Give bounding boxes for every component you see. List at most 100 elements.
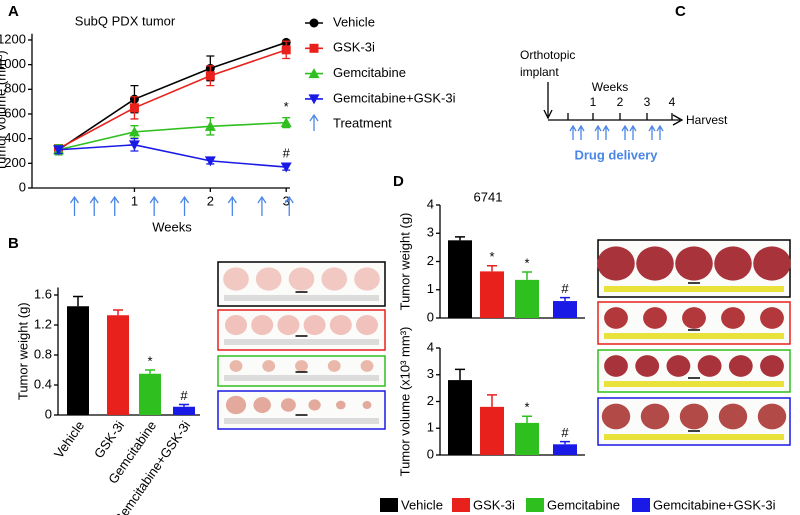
treatment-arrow — [89, 195, 99, 216]
tumor — [280, 398, 296, 412]
tumor — [728, 355, 753, 377]
y-tick-label: 0 — [427, 309, 434, 324]
tumor — [225, 315, 247, 335]
tumor — [329, 315, 352, 335]
tumor — [640, 403, 670, 430]
legend-swatch — [526, 498, 544, 512]
error-bar — [113, 309, 123, 316]
marker — [205, 71, 215, 81]
y-tick-label: 0 — [19, 179, 26, 194]
ruler — [224, 418, 379, 424]
ruler — [604, 381, 784, 387]
y-axis-label: Tumor volume (mm³) — [0, 50, 8, 171]
tumor — [682, 307, 706, 329]
tumor — [697, 355, 722, 377]
tumor — [718, 403, 748, 430]
delivery-arrow — [648, 124, 656, 140]
tumor — [679, 403, 709, 430]
panel-label: B — [8, 235, 19, 252]
tumor — [760, 307, 784, 329]
bar — [107, 315, 129, 415]
marker — [308, 94, 320, 105]
timeline-tick-label: 3 — [644, 95, 651, 109]
marker — [309, 18, 319, 28]
series-line — [58, 49, 287, 150]
treatment-arrow — [179, 195, 190, 216]
y-tick-label: 1.2 — [34, 316, 52, 331]
bar — [515, 422, 539, 455]
bar — [67, 306, 89, 415]
tumor — [721, 307, 745, 329]
bar — [139, 373, 161, 415]
annotation: # — [180, 388, 188, 403]
marker — [53, 145, 65, 156]
marker — [309, 43, 319, 53]
bar — [553, 301, 577, 318]
timeline-axis-label: Weeks — [592, 80, 628, 94]
tumor-photos — [217, 239, 791, 446]
chart-title: 6741 — [474, 189, 503, 204]
tumor — [643, 307, 667, 329]
x-tick-label: 2 — [207, 193, 214, 208]
legend-swatch — [380, 498, 398, 512]
tumor — [757, 403, 787, 430]
y-tick-label: 1 — [427, 420, 434, 435]
error-bar — [487, 394, 497, 407]
y-tick-label: 1000 — [0, 56, 26, 71]
marker — [281, 45, 291, 55]
error-bar — [487, 264, 497, 272]
ruler — [224, 375, 379, 381]
y-tick-label: 3 — [427, 225, 434, 240]
annotation: * — [489, 249, 494, 264]
tumor — [362, 401, 372, 409]
y-tick-label: 400 — [4, 130, 26, 145]
error-bar — [560, 440, 570, 445]
y-tick-label: 4 — [427, 196, 434, 211]
delivery-arrows — [569, 124, 664, 140]
tumor — [303, 315, 326, 335]
legend-label: Gemcitabine — [547, 497, 620, 512]
marker — [280, 117, 292, 128]
y-tick-label: 0 — [45, 406, 52, 421]
delivery-arrow — [577, 124, 585, 140]
legend-label: Gemcitabine+GSK-3i — [653, 497, 776, 512]
x-axis-label: Weeks — [152, 219, 192, 234]
bar — [173, 406, 195, 415]
tumor — [277, 315, 300, 335]
tumor — [714, 246, 752, 281]
implant-label: Orthotopic — [520, 48, 575, 62]
tumor — [604, 355, 628, 377]
marker — [280, 162, 292, 173]
annotation: * — [524, 255, 529, 270]
annotation: # — [561, 425, 569, 440]
marker — [204, 156, 216, 167]
ruler — [604, 333, 784, 339]
error-bar — [455, 236, 465, 241]
tumor — [753, 246, 791, 281]
x-tick-label: 1 — [131, 193, 138, 208]
tumor — [225, 395, 247, 415]
error-bar — [145, 369, 155, 374]
ruler — [604, 286, 784, 292]
tumor — [356, 315, 378, 335]
marker — [128, 140, 140, 151]
y-tick-label: 800 — [4, 81, 26, 96]
implant-label: implant — [520, 65, 559, 79]
y-tick-label: 3 — [427, 366, 434, 381]
error-bar — [522, 415, 532, 423]
error-bar — [73, 295, 83, 307]
y-axis-label: Tumor weight (g) — [397, 213, 412, 311]
chart-title: SubQ PDX tumor — [75, 13, 176, 28]
tumor — [229, 360, 243, 372]
bar — [480, 271, 504, 318]
timeline-tick-label: 1 — [590, 95, 597, 109]
y-tick-label: 200 — [4, 155, 26, 170]
series-line — [58, 144, 287, 168]
legend-label: GSK-3i — [473, 497, 515, 512]
tumor — [666, 355, 691, 377]
panel-label: C — [675, 3, 686, 20]
treatment-arrow — [227, 195, 237, 216]
annotation: * — [147, 353, 152, 368]
y-tick-label: 4 — [427, 339, 434, 354]
tumor — [321, 267, 348, 291]
